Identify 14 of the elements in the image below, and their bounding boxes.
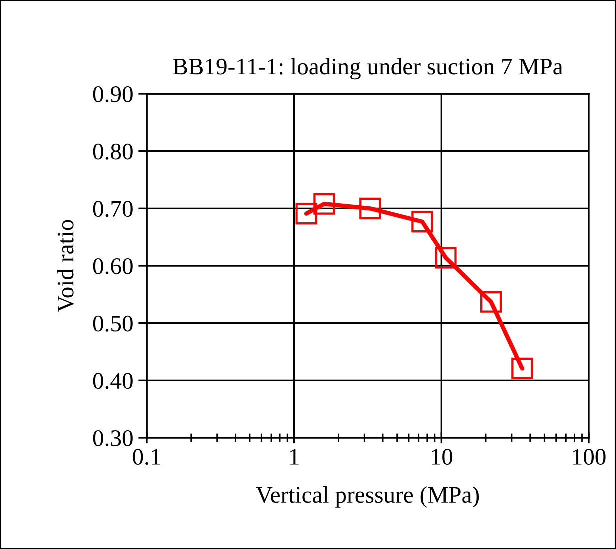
y-tick-label: 0.80 — [93, 144, 133, 160]
x-tick-label: 100 — [573, 449, 606, 466]
y-tick-label: 0.40 — [93, 373, 133, 390]
y-tick-label: 0.70 — [93, 201, 133, 218]
y-tick-label: 0.60 — [93, 258, 133, 275]
y-axis-title: Void ratio — [57, 220, 74, 312]
x-axis-title: Vertical pressure (MPa) — [256, 486, 480, 508]
x-tick-label: 1 — [290, 449, 299, 465]
y-tick-label: 0.30 — [93, 430, 133, 447]
y-tick-label: 0.50 — [93, 316, 133, 332]
x-tick-label: 0.1 — [133, 449, 160, 466]
chart-title: BB19-11-1: loading under suction 7 MPa — [173, 58, 563, 80]
x-tick-label: 10 — [432, 449, 453, 466]
y-tick-label: 0.90 — [93, 86, 133, 103]
